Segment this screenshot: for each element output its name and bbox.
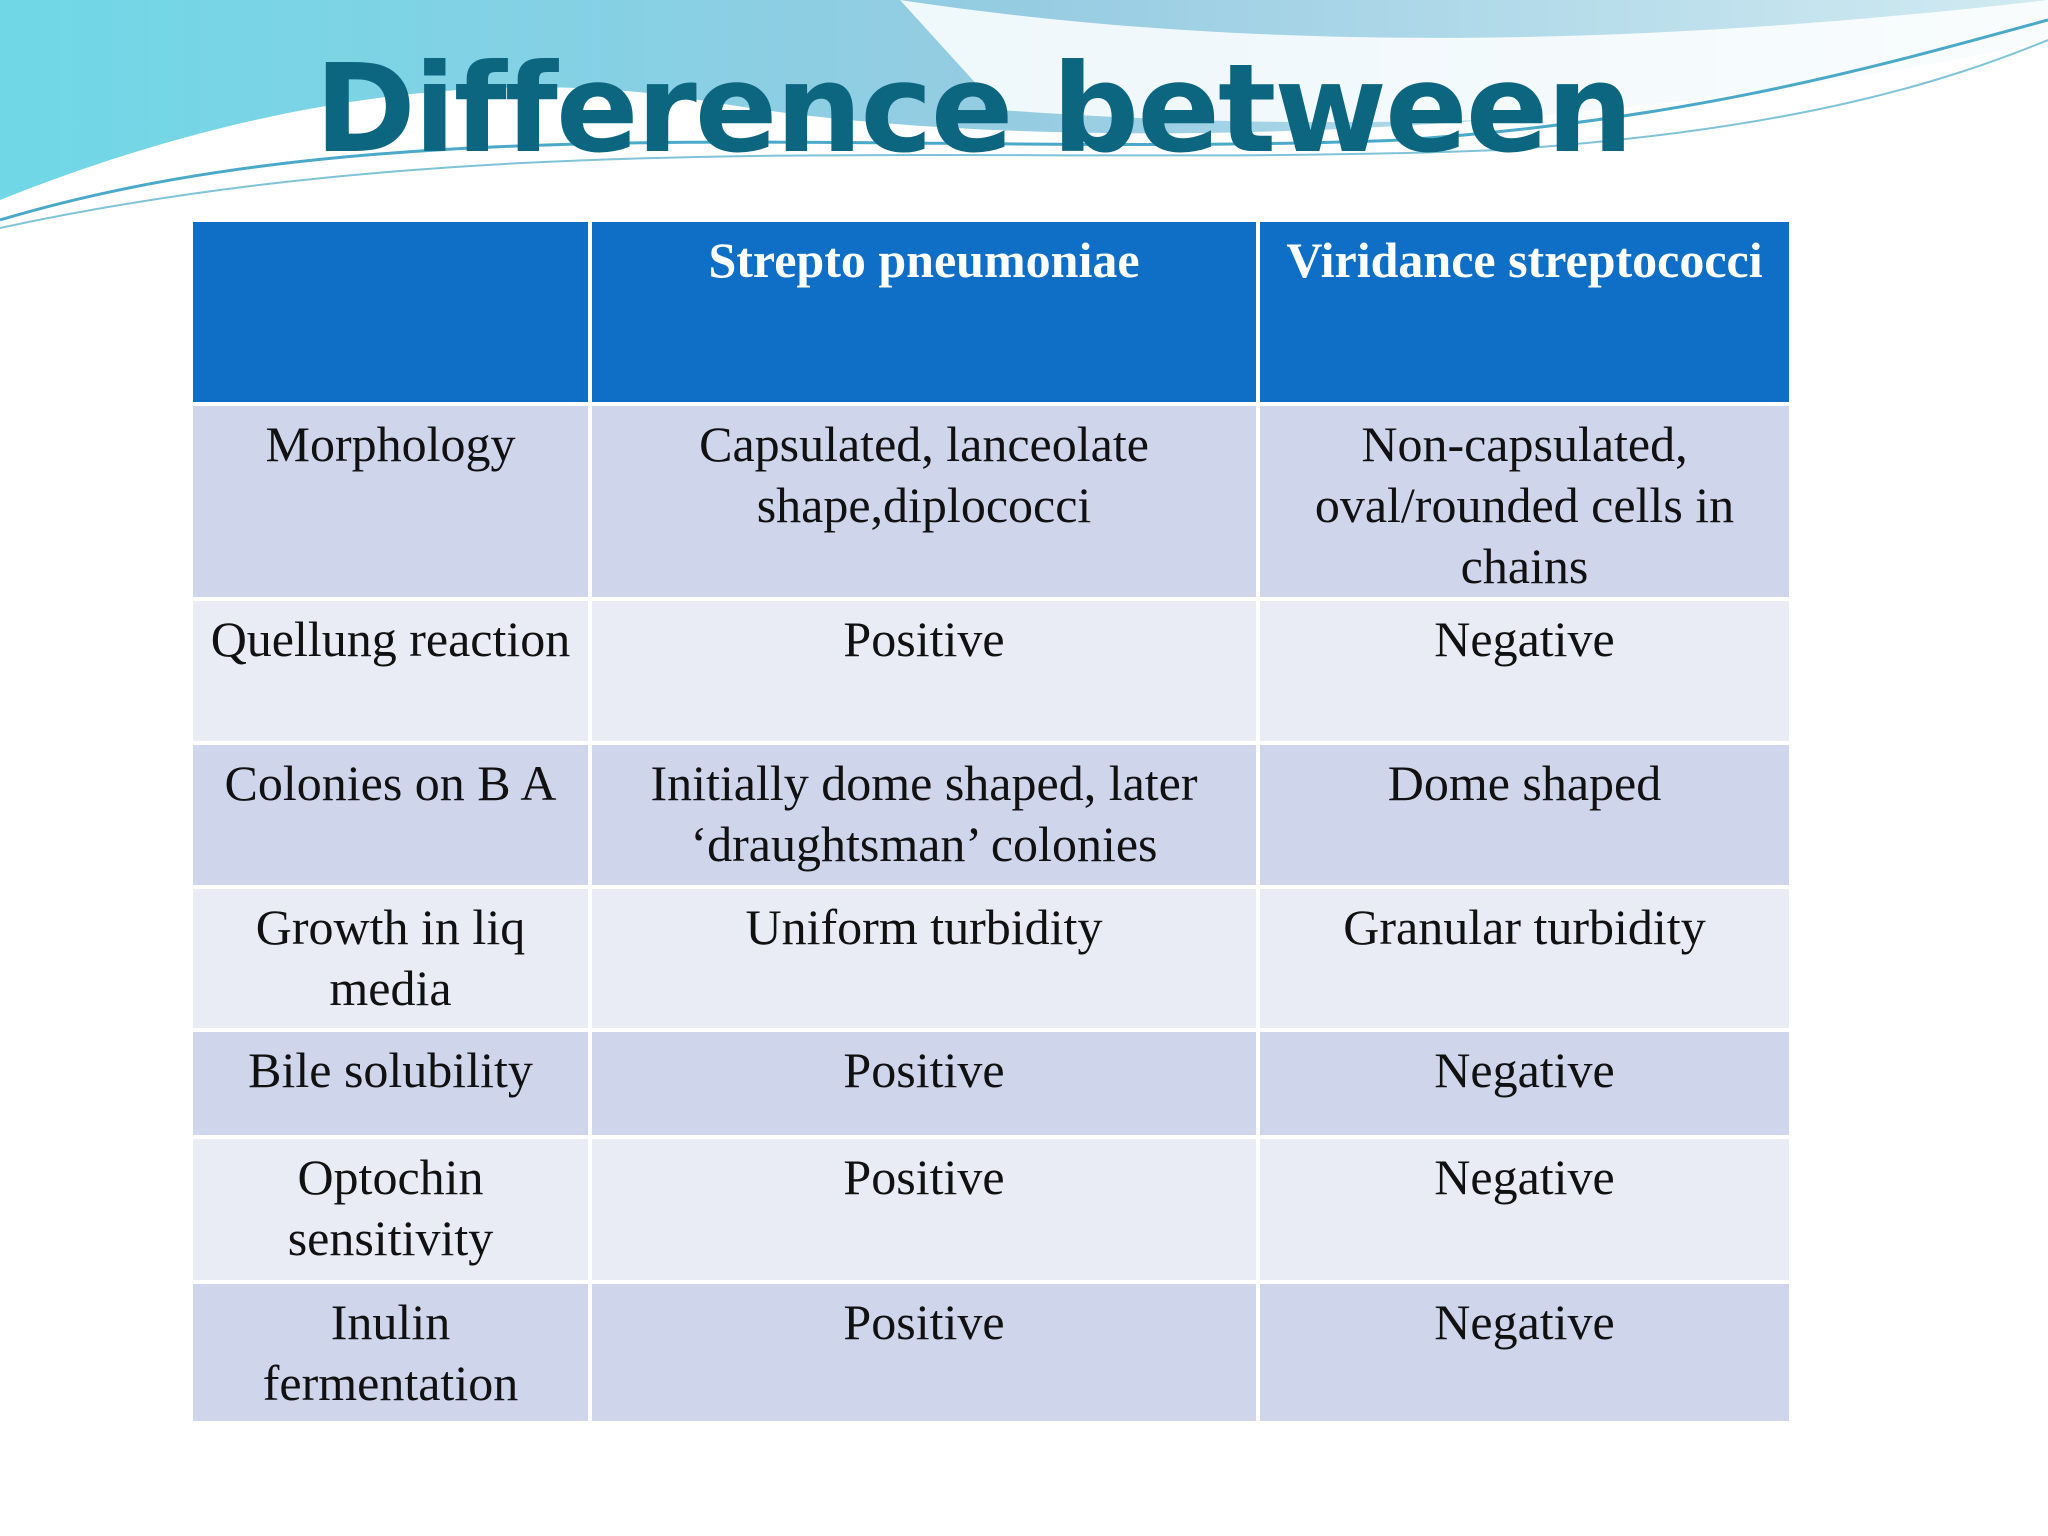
table-row: Colonies on B A Initially dome shaped, la… (189, 741, 1793, 889)
slide-title: Difference between (314, 38, 1634, 180)
background-wave (0, 0, 2048, 229)
row-label: Optochin sensitivity (189, 1135, 592, 1284)
table-row: Growth in liq media Uniform turbidity Gran… (189, 885, 1793, 1032)
table-row: Bile solubility Positive Negative (189, 1028, 1793, 1139)
table-cell: Negative (1256, 1028, 1793, 1139)
header-row: Strepto pneumoniae Viridance streptococci (189, 218, 1793, 406)
table-row: Optochin sensitivity Positive Negative (189, 1135, 1793, 1284)
row-label: Bile solubility (189, 1028, 592, 1139)
column-header: Strepto pneumoniae (588, 218, 1260, 406)
header-cell (189, 218, 592, 406)
row-label: Morphology (189, 402, 592, 601)
row-label: Growth in liq media (189, 885, 592, 1032)
table-cell: Negative (1256, 1135, 1793, 1284)
column-header: Viridance streptococci (1256, 218, 1793, 406)
table-cell: Positive (588, 1028, 1260, 1139)
table-cell: Positive (588, 1280, 1260, 1425)
comparison-table: Strepto pneumoniae Viridance streptococci… (189, 218, 1793, 1425)
table-cell: Uniform turbidity (588, 885, 1260, 1032)
table-cell: Capsulated, lanceolate shape,diplococci (588, 402, 1260, 601)
table-row: Morphology Capsulated, lanceolate shape,d… (189, 402, 1793, 601)
table-cell: Positive (588, 597, 1260, 745)
table-cell: Granular turbidity (1256, 885, 1793, 1032)
row-label: Colonies on B A (189, 741, 592, 889)
row-label: Inulin fermentation (189, 1280, 592, 1425)
table-cell: Negative (1256, 597, 1793, 745)
table-cell: Non-capsulated, oval/rounded cells in ch… (1256, 402, 1793, 601)
table-row: Quellung reaction Positive Negative (189, 597, 1793, 745)
table-cell: Positive (588, 1135, 1260, 1284)
table-row: Inulin fermentation Positive Negative (189, 1280, 1793, 1425)
table-cell: Initially dome shaped, later ‘draughtsma… (588, 741, 1260, 889)
table-cell: Negative (1256, 1280, 1793, 1425)
row-label: Quellung reaction (189, 597, 592, 745)
table-cell: Dome shaped (1256, 741, 1793, 889)
